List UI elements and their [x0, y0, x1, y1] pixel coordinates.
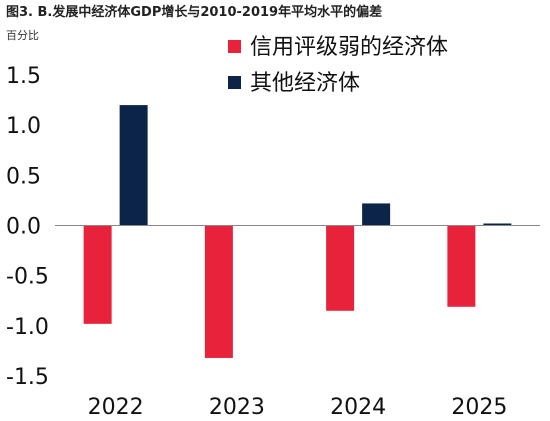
bar-weak-credit-2025: [447, 225, 476, 307]
y-tick-label: 1.5: [6, 64, 41, 89]
y-tick-label: -1.0: [6, 315, 49, 340]
y-tick-label: -0.5: [6, 265, 49, 290]
legend-swatch: [228, 40, 241, 53]
bar-weak-credit-2022: [83, 225, 112, 324]
y-tick-label: -1.5: [6, 365, 49, 390]
bar-other-2024: [362, 203, 391, 226]
unit-label: 百分比: [6, 29, 39, 42]
bar-other-2025: [483, 223, 512, 226]
legend-swatch: [228, 76, 241, 89]
legend-label: 信用评级弱的经济体: [250, 35, 448, 60]
legend-label: 其他经济体: [250, 71, 360, 96]
chart-title: 图3. B.发展中经济体GDP增长与2010-2019年平均水平的偏差: [6, 4, 382, 20]
y-tick-label: 0.5: [6, 164, 41, 189]
bar-other-2022: [119, 105, 148, 226]
x-axis-ticks: 2022 2023 2024 2025: [88, 395, 508, 420]
x-tick-label: 2024: [330, 395, 386, 420]
bars: [83, 105, 512, 358]
x-tick-label: 2022: [88, 395, 144, 420]
bar-weak-credit-2024: [326, 225, 355, 311]
y-tick-label: 0.0: [6, 215, 41, 240]
y-tick-label: 1.0: [6, 114, 41, 139]
x-tick-label: 2023: [209, 395, 265, 420]
bar-weak-credit-2023: [204, 225, 233, 358]
y-axis-ticks: 1.5 1.0 0.5 0.0 -0.5 -1.0 -1.5: [6, 64, 49, 390]
x-tick-label: 2025: [451, 395, 507, 420]
